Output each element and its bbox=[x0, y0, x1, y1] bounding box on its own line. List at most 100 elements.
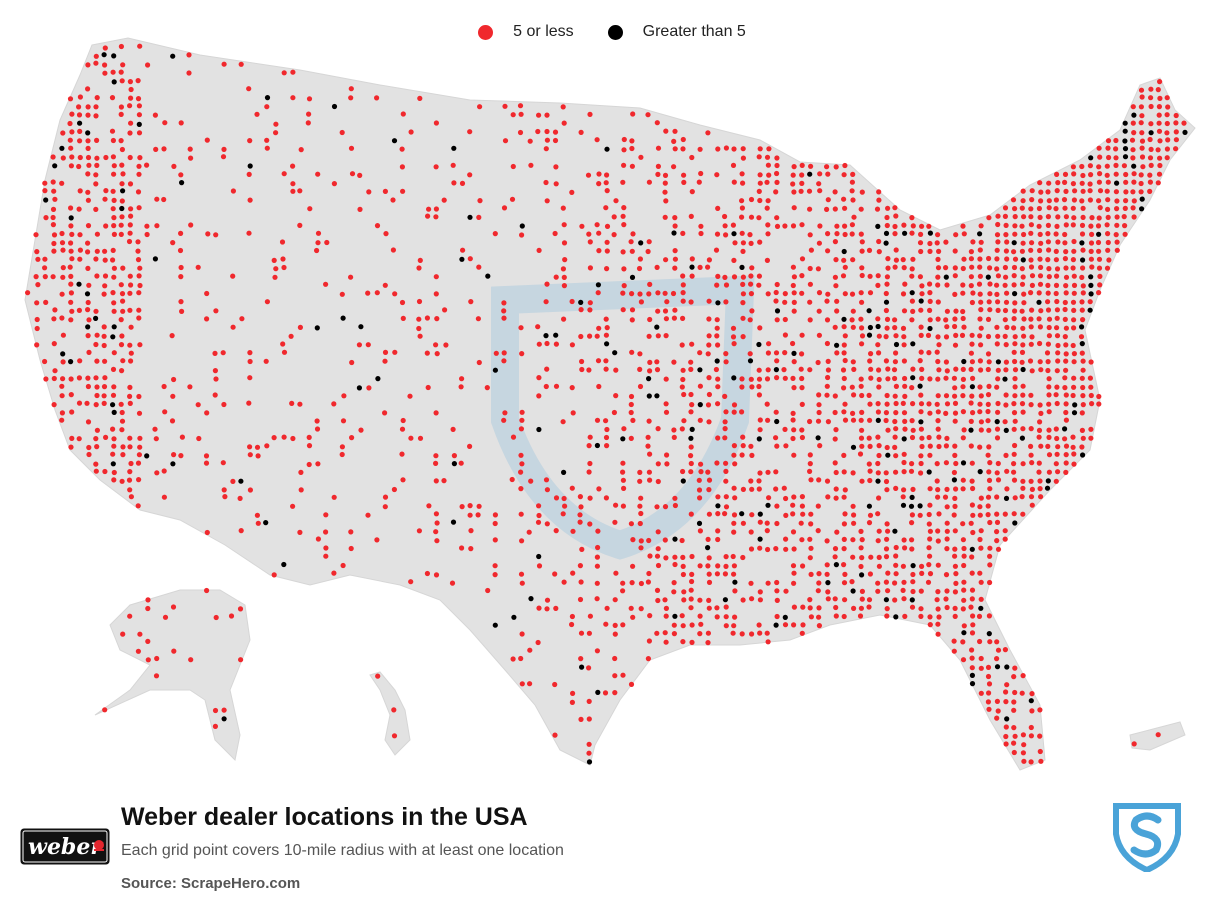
dealer-dot bbox=[630, 563, 636, 569]
dealer-dot bbox=[1002, 511, 1008, 517]
dealer-dot bbox=[757, 630, 763, 636]
dealer-dot bbox=[730, 334, 737, 340]
dealer-dot bbox=[985, 274, 991, 280]
dealer-dot bbox=[774, 520, 780, 527]
dealer-dot bbox=[110, 154, 116, 160]
dealer-dot bbox=[977, 638, 983, 645]
dealer-dot bbox=[723, 563, 729, 570]
dealer-dot bbox=[111, 53, 117, 59]
dealer-dot bbox=[1019, 223, 1025, 229]
dealer-dot bbox=[859, 189, 865, 195]
dealer-dot bbox=[35, 256, 41, 262]
dealer-dot bbox=[800, 622, 806, 628]
dealer-dot bbox=[120, 452, 126, 458]
dealer-dot bbox=[773, 622, 779, 628]
dealer-dot bbox=[951, 375, 958, 381]
dealer-dot bbox=[59, 230, 65, 237]
dealer-dot bbox=[611, 214, 617, 220]
dealer-dot bbox=[1139, 94, 1145, 100]
dealer-dot bbox=[620, 290, 626, 296]
dealer-dot bbox=[927, 571, 934, 577]
dealer-dot bbox=[1088, 274, 1094, 280]
dealer-dot bbox=[620, 249, 626, 255]
dealer-dot bbox=[824, 298, 830, 304]
dealer-dot bbox=[1062, 334, 1068, 340]
dealer-dot bbox=[1003, 699, 1009, 705]
dealer-dot bbox=[1020, 732, 1026, 738]
dealer-dot bbox=[638, 240, 644, 246]
dealer-dot bbox=[689, 273, 695, 279]
dealer-dot bbox=[136, 307, 142, 313]
dealer-dot bbox=[722, 597, 729, 603]
dealer-dot bbox=[417, 435, 424, 441]
dealer-dot bbox=[968, 427, 974, 433]
dealer-dot bbox=[153, 673, 160, 679]
dealer-dot bbox=[621, 266, 627, 272]
dealer-dot bbox=[680, 367, 686, 373]
dealer-dot bbox=[1071, 351, 1077, 357]
dealer-dot bbox=[569, 621, 575, 628]
dealer-dot bbox=[501, 300, 507, 306]
dealer-dot bbox=[774, 162, 780, 169]
dealer-dot bbox=[825, 374, 831, 381]
dealer-dot bbox=[434, 316, 440, 322]
dealer-dot bbox=[212, 350, 218, 356]
dealer-dot bbox=[1002, 213, 1009, 219]
dealer-dot bbox=[60, 332, 66, 338]
dealer-dot bbox=[510, 434, 517, 440]
dealer-dot bbox=[502, 103, 508, 109]
dealer-dot bbox=[757, 470, 763, 476]
dealer-dot bbox=[67, 120, 73, 127]
dealer-dot bbox=[1071, 171, 1077, 177]
dealer-dot bbox=[86, 282, 92, 288]
dealer-dot bbox=[1053, 231, 1059, 237]
dealer-dot bbox=[985, 511, 991, 518]
dealer-dot bbox=[987, 291, 993, 297]
dealer-dot bbox=[552, 681, 558, 688]
dealer-dot bbox=[808, 571, 814, 578]
dealer-dot bbox=[594, 417, 601, 423]
dealer-dot bbox=[255, 520, 261, 526]
dealer-dot bbox=[365, 342, 371, 348]
legend-dot-high bbox=[607, 24, 623, 40]
dealer-dot bbox=[136, 410, 143, 416]
dealer-dot bbox=[730, 325, 737, 331]
dealer-dot bbox=[1148, 86, 1154, 92]
dealer-dot bbox=[93, 60, 99, 66]
dealer-dot bbox=[136, 121, 142, 127]
dealer-dot bbox=[178, 274, 184, 280]
dealer-dot bbox=[824, 538, 830, 544]
dealer-dot bbox=[127, 79, 133, 85]
dealer-dot bbox=[135, 96, 142, 102]
dealer-dot bbox=[985, 503, 991, 509]
dealer-dot bbox=[1020, 188, 1026, 194]
dealer-dot bbox=[51, 402, 57, 408]
dealer-dot bbox=[1096, 215, 1102, 221]
dealer-dot bbox=[94, 155, 100, 161]
dealer-dot bbox=[1045, 282, 1051, 288]
dealer-dot bbox=[688, 460, 694, 467]
dealer-dot bbox=[859, 239, 865, 245]
dealer-dot bbox=[127, 342, 133, 348]
dealer-dot bbox=[689, 426, 695, 432]
dealer-dot bbox=[1131, 130, 1137, 136]
dealer-dot bbox=[553, 383, 560, 389]
dealer-dot bbox=[536, 553, 542, 560]
dealer-dot bbox=[876, 554, 882, 561]
dealer-dot bbox=[629, 248, 635, 254]
dealer-dot bbox=[884, 214, 890, 221]
dealer-dot bbox=[849, 179, 856, 185]
dealer-dot bbox=[662, 630, 668, 636]
dealer-dot bbox=[290, 435, 296, 442]
dealer-dot bbox=[918, 392, 924, 398]
dealer-dot bbox=[985, 664, 992, 671]
dealer-dot bbox=[884, 444, 890, 451]
dealer-dot bbox=[501, 358, 507, 364]
dealer-dot bbox=[833, 495, 839, 501]
dealer-dot bbox=[297, 529, 303, 536]
dealer-dot bbox=[782, 299, 788, 305]
dealer-dot bbox=[442, 307, 448, 313]
dealer-dot bbox=[433, 410, 439, 416]
dealer-dot bbox=[356, 342, 362, 348]
dealer-dot bbox=[985, 699, 992, 705]
